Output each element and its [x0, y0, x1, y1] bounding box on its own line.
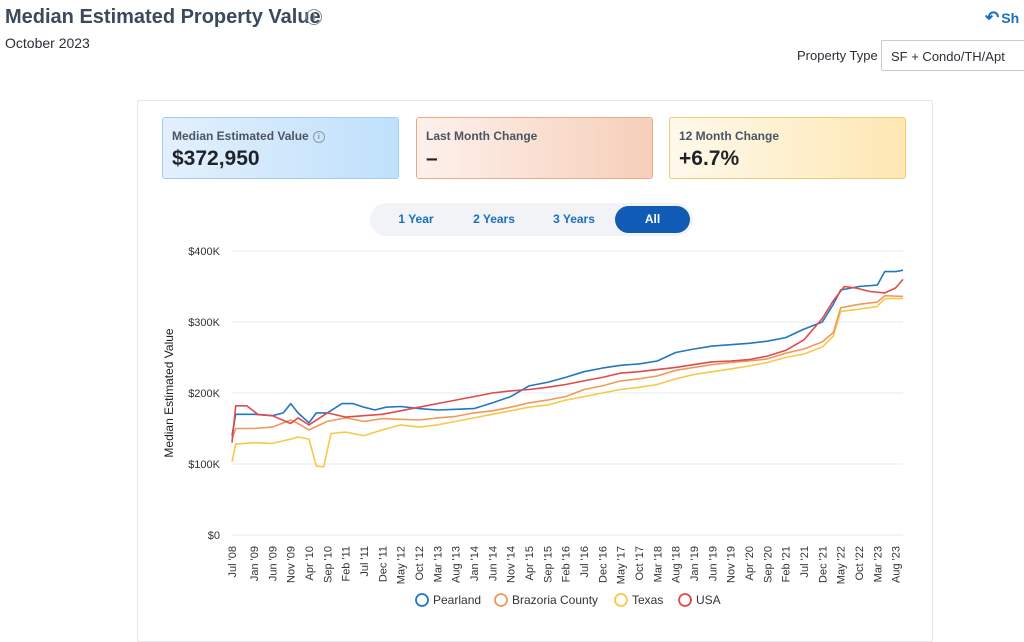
- legend-marker: [494, 593, 508, 607]
- legend-item-brazoria-county[interactable]: Brazoria County: [494, 593, 598, 607]
- legend-label: Brazoria County: [512, 593, 598, 607]
- x-tick-label: Jul '11: [359, 546, 371, 577]
- kpi-12-month-change: 12 Month Change +6.7%: [669, 117, 906, 179]
- x-tick-label: Jun '14: [487, 546, 499, 581]
- y-tick-label: $100K: [188, 459, 220, 471]
- x-tick-label: Dec '16: [597, 546, 609, 583]
- legend-label: USA: [696, 593, 721, 607]
- page-subtitle: October 2023: [5, 35, 90, 51]
- series-line-texas: [231, 297, 903, 468]
- x-tick-label: Aug '18: [671, 546, 683, 583]
- range-button-2-years[interactable]: 2 Years: [473, 212, 515, 226]
- kpi-value: +6.7%: [679, 147, 740, 170]
- x-tick-label: Apr '10: [304, 546, 316, 581]
- legend-item-usa[interactable]: USA: [678, 593, 721, 607]
- kpi-label: Last Month Change: [426, 129, 538, 143]
- x-tick-label: Aug '23: [891, 546, 903, 583]
- series-line-usa: [231, 278, 904, 443]
- x-tick-label: Dec '21: [817, 546, 829, 583]
- x-tick-label: Oct '12: [414, 546, 426, 581]
- x-tick-label: Oct '17: [634, 546, 646, 581]
- kpi-last-month-change: Last Month Change –: [416, 117, 653, 179]
- x-tick-label: May '17: [616, 546, 628, 584]
- y-tick-label: $200K: [188, 388, 220, 400]
- share-button[interactable]: ↶ Sh: [985, 8, 1019, 28]
- x-tick-label: Jul '21: [799, 546, 811, 577]
- x-tick-label: May '12: [396, 546, 408, 584]
- legend-item-texas[interactable]: Texas: [614, 593, 663, 607]
- x-tick-label: Jan '19: [689, 546, 701, 581]
- x-tick-label: Oct '22: [854, 546, 866, 581]
- x-tick-label: Mar '23: [872, 546, 884, 582]
- property-type-select[interactable]: SF + Condo/TH/Apt: [881, 40, 1024, 71]
- x-tick-label: Jan '14: [469, 546, 481, 581]
- x-tick-label: Jul '08: [227, 546, 239, 577]
- x-tick-label: Apr '20: [744, 546, 756, 581]
- x-tick-label: Nov '09: [286, 546, 298, 583]
- info-icon[interactable]: i: [306, 9, 322, 25]
- property-type-label: Property Type: [797, 48, 878, 63]
- share-arrow-icon: ↶: [985, 8, 1000, 27]
- x-tick-label: Sep '10: [322, 546, 334, 583]
- page-title: Median Estimated Property Value: [5, 6, 321, 28]
- series-line-pearland: [231, 269, 904, 436]
- range-selector: 1 Year 2 Years 3 Years All: [370, 203, 693, 236]
- range-button-3-years[interactable]: 3 Years: [553, 212, 595, 226]
- y-tick-label: $300K: [188, 317, 220, 329]
- share-label: Sh: [1001, 10, 1020, 26]
- legend-item-pearland[interactable]: Pearland: [415, 593, 481, 607]
- x-tick-label: Aug '13: [451, 546, 463, 583]
- range-button-1-year[interactable]: 1 Year: [398, 212, 434, 226]
- kpi-median-value: Median Estimated Value i $372,950: [162, 117, 399, 179]
- x-tick-label: Feb '16: [561, 546, 573, 582]
- x-tick-label: Feb '21: [781, 546, 793, 582]
- y-axis-label: Median Estimated Value: [162, 328, 176, 458]
- x-tick-label: Apr '15: [524, 546, 536, 581]
- series-line-brazoria-county: [231, 294, 904, 440]
- x-tick-label: Jun '19: [707, 546, 719, 581]
- x-tick-label: Jan '09: [249, 546, 261, 581]
- x-tick-label: Nov '14: [506, 546, 518, 583]
- kpi-value: –: [426, 147, 438, 170]
- kpi-label: 12 Month Change: [679, 129, 780, 143]
- x-tick-label: Jul '16: [579, 546, 591, 577]
- kpi-value: $372,950: [172, 147, 260, 170]
- legend-marker: [678, 593, 692, 607]
- legend-marker: [415, 593, 429, 607]
- legend-label: Pearland: [433, 593, 481, 607]
- x-tick-label: Mar '18: [652, 546, 664, 582]
- x-tick-label: Feb '11: [341, 546, 353, 582]
- legend-marker: [614, 593, 628, 607]
- x-tick-label: Sep '20: [762, 546, 774, 583]
- x-tick-label: Jun '09: [267, 546, 279, 581]
- x-tick-label: Mar '13: [432, 546, 444, 582]
- chart-card: [137, 100, 933, 642]
- x-tick-label: Sep '15: [542, 546, 554, 583]
- x-tick-label: May '22: [836, 546, 848, 584]
- x-tick-label: Nov '19: [726, 546, 738, 583]
- kpi-label: Median Estimated Value: [172, 129, 309, 143]
- range-button-all[interactable]: All: [615, 206, 690, 233]
- info-icon[interactable]: i: [312, 131, 325, 143]
- x-tick-label: Dec '11: [377, 546, 389, 582]
- legend-label: Texas: [632, 593, 663, 607]
- y-tick-label: $400K: [188, 246, 220, 258]
- y-tick-label: $0: [208, 530, 220, 542]
